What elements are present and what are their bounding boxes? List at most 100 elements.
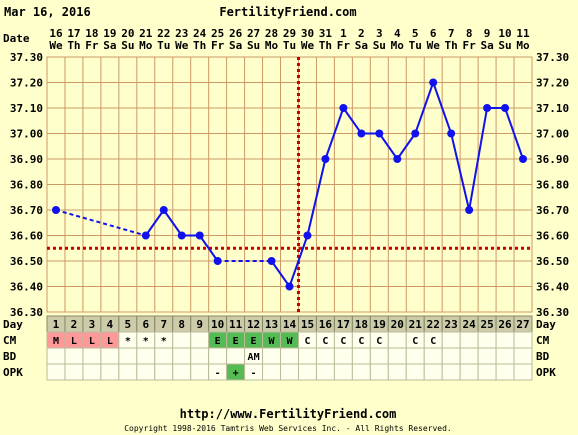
observation-cell bbox=[441, 363, 461, 381]
date-tick-label: 2 bbox=[358, 27, 365, 40]
y-tick-label-right: 36.60 bbox=[536, 230, 569, 243]
date-tick-label: 10 bbox=[498, 27, 511, 40]
observation-cell bbox=[280, 363, 299, 381]
date-tick-label: 11 bbox=[516, 27, 530, 40]
cycle-day-label: 19 bbox=[373, 318, 386, 331]
day-row-label-right: Day bbox=[536, 318, 556, 331]
cycle-day-label: 1 bbox=[53, 318, 60, 331]
observation-cell bbox=[208, 347, 228, 365]
cycle-day-label: 24 bbox=[463, 318, 477, 331]
cycle-day-label: 21 bbox=[409, 318, 423, 331]
cycle-day-label: 27 bbox=[516, 318, 529, 331]
cycle-day-label: 15 bbox=[301, 318, 314, 331]
observation-cell bbox=[172, 363, 192, 381]
temperature-segment bbox=[396, 132, 417, 160]
cycle-day-label: 7 bbox=[160, 318, 167, 331]
y-tick-label-right: 37.10 bbox=[536, 102, 569, 115]
y-tick-label-left: 37.30 bbox=[10, 51, 43, 64]
weekday-tick-label: Th bbox=[193, 39, 206, 52]
cycle-day-label: 18 bbox=[355, 318, 368, 331]
temperature-segment bbox=[55, 209, 147, 237]
observation-cell bbox=[297, 363, 317, 381]
y-tick-label-right: 36.40 bbox=[536, 281, 569, 294]
axis-layer: Date 16We17Th18Fr19Sa20Su21Mo22Tu23We24Th… bbox=[3, 27, 569, 319]
weekday-tick-label: Mo bbox=[516, 39, 530, 52]
date-tick-label: 24 bbox=[193, 27, 207, 40]
observation-value: C bbox=[430, 336, 436, 347]
y-tick-label-right: 36.90 bbox=[536, 153, 569, 166]
y-tick-label-left: 36.60 bbox=[10, 230, 43, 243]
observation-value: * bbox=[125, 336, 131, 347]
observation-cell bbox=[190, 363, 210, 381]
cycle-day-label: 9 bbox=[196, 318, 203, 331]
weekday-tick-label: Mo bbox=[139, 39, 153, 52]
temperature-segment bbox=[342, 107, 363, 135]
y-tick-label-left: 37.10 bbox=[10, 102, 43, 115]
observation-cell bbox=[136, 363, 156, 381]
y-tick-label-right: 37.00 bbox=[536, 128, 569, 141]
y-tick-label-left: 37.20 bbox=[10, 77, 43, 90]
observation-value: AM bbox=[248, 352, 260, 363]
temperature-segment bbox=[468, 107, 489, 211]
y-tick-label-right: 36.50 bbox=[536, 255, 569, 268]
observation-cell bbox=[64, 363, 84, 381]
cycle-day-label: 22 bbox=[427, 318, 440, 331]
observation-cell bbox=[190, 331, 210, 349]
observation-cell bbox=[405, 363, 425, 381]
temperature-segment bbox=[198, 234, 219, 262]
site-name: FertilityFriend.com bbox=[219, 5, 356, 19]
observation-cell bbox=[100, 363, 120, 381]
cycle-day-label: 11 bbox=[229, 318, 243, 331]
observation-cell bbox=[387, 347, 407, 365]
date-tick-label: 3 bbox=[376, 27, 383, 40]
observation-cell bbox=[351, 347, 371, 365]
observation-value: M bbox=[53, 336, 59, 347]
date-tick-label: 1 bbox=[340, 27, 347, 40]
temperature-point bbox=[339, 104, 348, 112]
cycle-day-label: 25 bbox=[480, 318, 493, 331]
date-tick-label: 19 bbox=[103, 27, 116, 40]
date-tick-label: 5 bbox=[412, 27, 419, 40]
weekday-tick-label: Sa bbox=[229, 39, 242, 52]
cycle-day-label: 26 bbox=[498, 318, 512, 331]
temperature-point bbox=[501, 104, 510, 112]
observation-cell bbox=[315, 347, 335, 365]
weekday-tick-label: We bbox=[175, 39, 189, 52]
weekday-tick-label: Th bbox=[67, 39, 80, 52]
weekday-tick-label: Su bbox=[247, 39, 260, 52]
row-label-right: OPK bbox=[536, 366, 556, 379]
cycle-day-label: 16 bbox=[319, 318, 333, 331]
date-tick-label: 26 bbox=[229, 27, 243, 40]
observation-cell bbox=[82, 363, 102, 381]
date-tick-label: 20 bbox=[121, 27, 134, 40]
temperature-point bbox=[429, 78, 438, 87]
observation-cell bbox=[495, 363, 515, 381]
cycle-day-label: 10 bbox=[211, 318, 224, 331]
weekday-tick-label: Sa bbox=[355, 39, 368, 52]
cycle-day-label: 5 bbox=[125, 318, 132, 331]
date-tick-label: 9 bbox=[484, 27, 491, 40]
weekday-tick-label: Su bbox=[373, 39, 386, 52]
temperature-segment bbox=[414, 82, 435, 134]
weekday-tick-label: Tu bbox=[283, 39, 296, 52]
temperature-series-layer bbox=[51, 78, 528, 291]
date-tick-label: 25 bbox=[211, 27, 224, 40]
temperature-segment bbox=[378, 132, 399, 160]
temperature-point bbox=[267, 257, 276, 265]
temperature-segment bbox=[324, 107, 345, 160]
cycle-day-label: 20 bbox=[391, 318, 404, 331]
temperature-point bbox=[285, 282, 294, 291]
observation-value: W bbox=[269, 336, 276, 347]
weekday-tick-label: Fr bbox=[463, 39, 477, 52]
weekday-tick-label: We bbox=[301, 39, 315, 52]
observation-cell bbox=[405, 347, 425, 365]
observation-cell bbox=[495, 331, 515, 349]
cycle-day-label: 8 bbox=[178, 318, 185, 331]
cycle-day-label: 6 bbox=[142, 318, 149, 331]
date-tick-label: 6 bbox=[430, 27, 437, 40]
observation-cell bbox=[369, 363, 389, 381]
observation-cell bbox=[262, 347, 282, 365]
chart-date: Mar 16, 2016 bbox=[4, 5, 91, 19]
observation-cell bbox=[172, 331, 192, 349]
